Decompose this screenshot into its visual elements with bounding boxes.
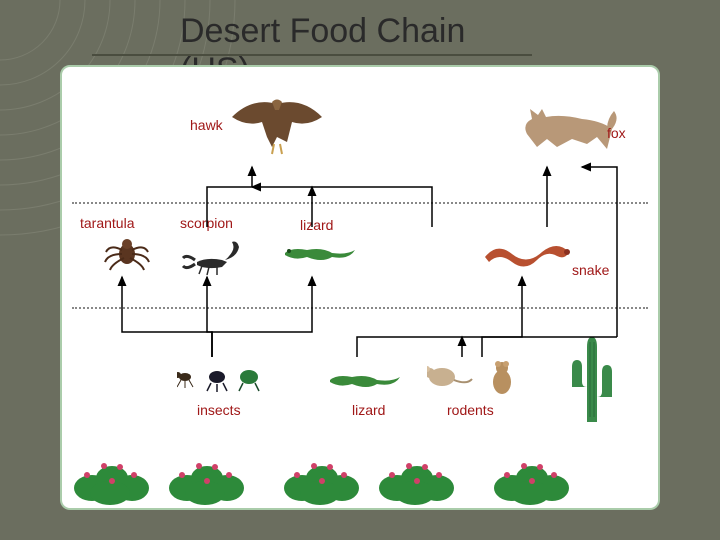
diagram-panel: hawk fox tarantula scorpion [60, 65, 660, 510]
lizard-label: lizard [300, 217, 333, 233]
lizard2-label: lizard [352, 402, 385, 418]
tarantula-icon [102, 232, 152, 277]
hawk-icon [222, 92, 332, 162]
lizard2-icon [322, 362, 402, 402]
insects-label: insects [197, 402, 241, 418]
snake-icon [477, 232, 577, 277]
insects-icon [177, 362, 267, 402]
trophic-divider-1 [72, 202, 648, 204]
scorpion-label: scorpion [180, 215, 233, 231]
fox-label: fox [607, 125, 626, 141]
cactus-icon [557, 327, 627, 432]
title-underline [92, 54, 532, 56]
desert-plants [62, 433, 662, 508]
trophic-divider-2 [72, 307, 648, 309]
tarantula-label: tarantula [80, 215, 134, 231]
snake-label: snake [572, 262, 609, 278]
fox-icon [512, 89, 622, 164]
rodents-icon [427, 352, 537, 407]
scorpion-icon [177, 232, 247, 282]
hawk-label: hawk [190, 117, 223, 133]
rodents-label: rodents [447, 402, 494, 418]
lizard-icon [277, 235, 357, 275]
